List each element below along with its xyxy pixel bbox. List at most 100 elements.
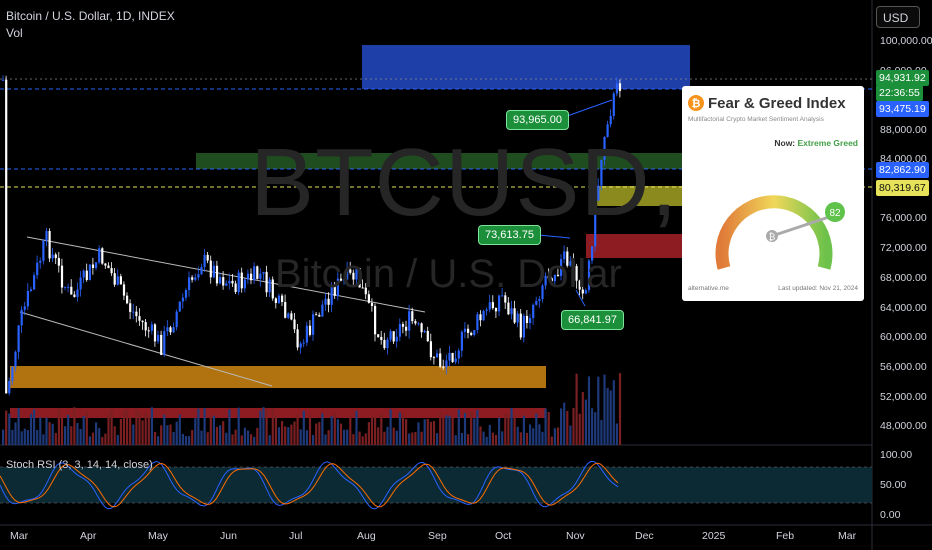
volume-bar [110,409,113,445]
candle-body [432,357,436,359]
candle-body [386,339,389,349]
rsi-tick: 50.00 [880,479,907,491]
volume-bar [470,412,473,445]
rsi-tick: 0.00 [880,509,901,521]
candle-body [324,298,327,305]
candle-body [377,334,380,337]
volume-bar [51,423,54,445]
candle-body [299,343,302,348]
candle-body [442,366,445,368]
symbol-title[interactable]: Bitcoin / U.S. Dollar, 1D, INDEX [6,9,175,23]
candle-body [23,306,26,310]
candle-body [157,334,160,342]
candle-body [532,304,535,319]
volume-bar [612,380,615,445]
candle-body [126,295,129,304]
volume-bar [60,417,64,445]
volume-bar [485,436,488,445]
candle-body [138,316,141,321]
candle-body [389,331,392,340]
volume-bar [473,418,476,445]
candle-body [336,278,339,296]
candle-body [36,262,39,276]
volume-bar [380,413,383,445]
candle-body [60,265,64,288]
volume-bar [315,423,318,445]
volume-bar [209,415,212,445]
candle-body [243,279,246,289]
volume-bar [386,426,389,445]
volume-bar [476,409,479,445]
green-zone [196,153,682,169]
volume-bar [321,413,324,445]
candle-body [507,302,510,315]
candle-body [479,314,482,321]
volume-bar [293,421,296,445]
rsi-d-line [0,462,619,508]
volume-bar [194,418,197,445]
candle-body [563,251,566,260]
time-tick: Jun [220,530,237,542]
volume-bar [389,409,392,445]
candle-body [256,266,259,279]
candle-body [615,83,618,94]
volume-bar [203,408,206,445]
volume-bar [88,436,91,445]
candlesticks [2,75,622,396]
volume-bar [364,433,367,445]
candle-body [85,270,88,280]
candle-body [494,308,498,312]
candle-body [612,93,615,116]
candle-body [408,311,411,331]
volume-bar [544,408,547,445]
candle-body [26,290,29,307]
candle-body [522,315,525,338]
time-tick: Oct [495,530,512,542]
volume-bar [510,407,513,445]
candle-body [591,246,594,261]
currency-button[interactable]: USD [876,6,920,28]
candle-body [98,248,101,263]
candle-body [129,303,132,312]
volume-bars [2,373,622,445]
callout-connector [575,289,586,307]
candle-body [160,334,163,355]
candle-body [57,258,60,266]
volume-bar [336,419,339,445]
candle-body [457,350,460,359]
candle-body [488,302,491,310]
candle-body [538,299,541,302]
volume-bar [581,392,584,445]
candle-body [219,277,222,284]
volume-bar [14,422,17,445]
volume-bar [516,426,519,445]
price-tick: 76,000.00 [880,212,927,224]
volume-bar [507,415,510,445]
candle-body [498,295,501,312]
volume-bar [147,415,150,445]
volume-label[interactable]: Vol [6,26,23,40]
candle-body [460,331,463,351]
candle-body [482,310,485,321]
stoch-rsi-label[interactable]: Stoch RSI (3, 3, 14, 14, close) [6,459,153,471]
volume-bar [330,416,333,445]
candle-body [352,272,355,280]
volume-bar [39,417,42,445]
watermark-name: Bitcoin / U.S. Dollar [275,252,622,296]
candle-body [79,277,82,290]
volume-bar [277,427,281,445]
red-zone-lower [10,408,546,418]
candle-body [237,272,240,293]
volume-bar [271,408,274,445]
volume-bar [519,432,522,445]
volume-bar [594,412,597,445]
volume-bar [547,412,550,445]
volume-bar [36,429,39,445]
volume-bar [606,387,609,445]
volume-bar [383,431,386,445]
candle-body [51,254,54,259]
price-tick: 60,000.00 [880,331,927,343]
candle-body [181,297,184,302]
volume-bar [290,424,293,445]
